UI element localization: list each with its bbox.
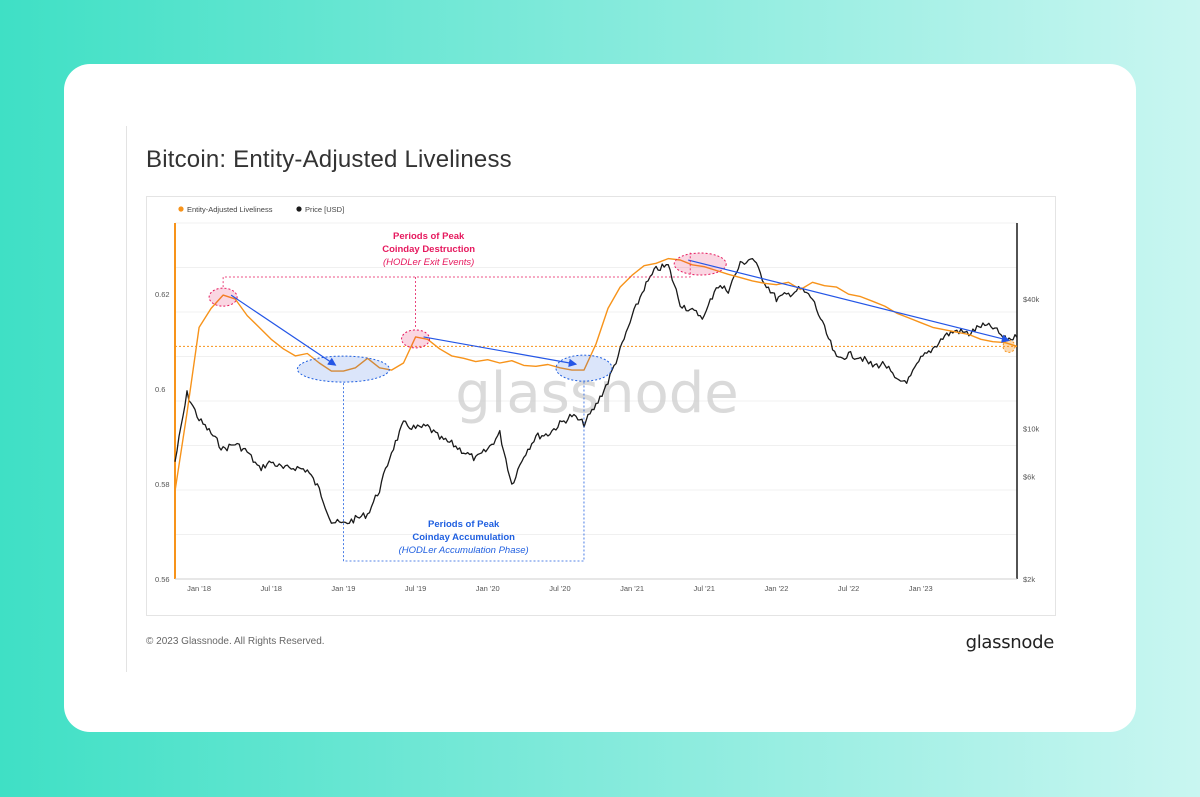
right-y-tick-label: $2k (1023, 575, 1035, 584)
accumulation-label-title: Periods of Peak (428, 519, 500, 530)
destruction-label-title: Periods of Peak (393, 231, 465, 242)
right-y-tick-label: $6k (1023, 472, 1035, 481)
left-y-tick-label: 0.56 (155, 575, 170, 584)
destruction-bracket (222, 252, 691, 288)
latest-point-marker (1002, 339, 1016, 353)
trend-arrow (688, 259, 1011, 343)
liveliness-series-line (174, 257, 1018, 492)
right-y-tick-label: $40k (1023, 295, 1040, 304)
legend-swatch (178, 206, 184, 212)
right-y-tick-label: $10k (1023, 424, 1040, 433)
x-tick-label: Jul '19 (405, 584, 426, 593)
watermark: glassnode (455, 361, 739, 426)
accumulation-label-note: (HODLer Accumulation Phase) (399, 545, 529, 556)
card: Bitcoin: Entity-Adjusted Liveliness glas… (64, 64, 1136, 732)
copyright-text: © 2023 Glassnode. All Rights Reserved. (146, 636, 325, 647)
accumulation-highlight (555, 354, 613, 382)
legend-label: Price [USD] (305, 205, 344, 214)
accumulation-highlight (296, 355, 390, 383)
chart-container: glassnode Jan '18 Jul '18 Jan '19 Jul '19 Ja… (146, 196, 1056, 616)
page-title: Bitcoin: Entity-Adjusted Liveliness (146, 146, 512, 173)
trend-arrow (230, 294, 337, 366)
accumulation-bracket (342, 382, 585, 562)
x-tick-label: Jul '18 (261, 584, 282, 593)
left-y-tick-label: 0.6 (155, 385, 165, 394)
destruction-highlight (208, 287, 238, 307)
x-tick-label: Jan '21 (620, 584, 644, 593)
destruction-highlight (401, 329, 431, 349)
x-tick-label: Jul '20 (549, 584, 570, 593)
left-y-tick-label: 0.58 (155, 480, 170, 489)
price-series-line (174, 257, 1018, 525)
x-tick-label: Jan '23 (909, 584, 933, 593)
chart-svg: glassnode Jan '18 Jul '18 Jan '19 Jul '19 Ja… (155, 205, 1040, 593)
divider (126, 126, 127, 672)
legend-label: Entity-Adjusted Liveliness (187, 205, 273, 214)
destruction-label-note: (HODLer Exit Events) (383, 257, 474, 268)
x-tick-label: Jan '19 (331, 584, 355, 593)
x-tick-label: Jan '22 (764, 584, 788, 593)
x-tick-label: Jul '22 (838, 584, 859, 593)
trend-arrow (423, 336, 578, 368)
x-tick-label: Jan '18 (187, 584, 211, 593)
x-tick-label: Jan '20 (476, 584, 500, 593)
glassnode-logo: glassnode (965, 632, 1055, 653)
left-y-tick-label: 0.62 (155, 290, 170, 299)
accumulation-label-subtitle: Coinday Accumulation (412, 532, 515, 543)
x-tick-label: Jul '21 (694, 584, 715, 593)
destruction-highlight (673, 252, 727, 276)
destruction-label-subtitle: Coinday Destruction (382, 244, 475, 255)
legend-swatch (296, 206, 302, 212)
